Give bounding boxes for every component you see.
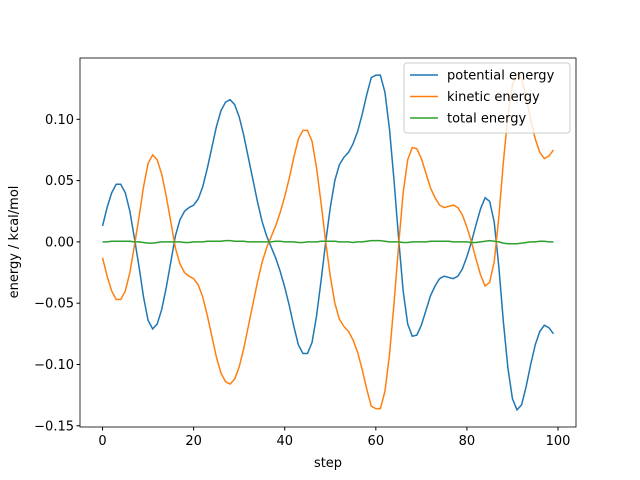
x-tick-label: 80 — [459, 434, 476, 449]
legend-label: potential energy — [447, 69, 555, 84]
series-line — [101, 72, 555, 410]
y-tick-label: 0.10 — [45, 113, 74, 128]
series-line — [102, 239, 554, 245]
y-tick-label: −0.10 — [34, 358, 74, 373]
x-tick-label: 20 — [185, 434, 202, 449]
x-tick-label: 40 — [276, 434, 293, 449]
y-tick-label: 0.05 — [45, 174, 74, 189]
y-tick-label: 0.00 — [45, 235, 74, 250]
x-tick-label: 0 — [98, 434, 106, 449]
series-line — [101, 74, 555, 412]
x-tick-label: 100 — [546, 434, 571, 449]
x-tick-label: 60 — [368, 434, 385, 449]
x-axis-label: step — [314, 456, 342, 471]
legend-label: kinetic energy — [447, 90, 540, 105]
y-axis-label: energy / kcal/mol — [7, 186, 22, 299]
legend-label: total energy — [447, 112, 526, 127]
legend-box — [403, 62, 571, 134]
y-tick-label: −0.15 — [34, 419, 74, 434]
axes-frame — [79, 57, 577, 428]
y-tick-label: −0.05 — [34, 297, 74, 312]
